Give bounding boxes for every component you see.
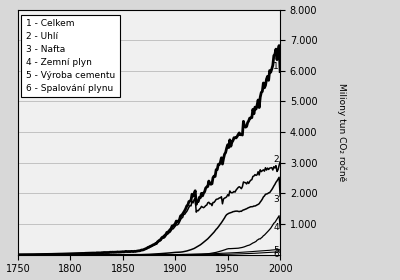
- Text: 6: 6: [273, 250, 279, 259]
- Text: 1: 1: [273, 62, 279, 71]
- Text: 2: 2: [274, 155, 279, 164]
- Text: 1 - Celkem
2 - Uhlí
3 - Nafta
4 - Zemní plyn
5 - Výroba cementu
6 - Spalování pl: 1 - Celkem 2 - Uhlí 3 - Nafta 4 - Zemní …: [26, 19, 115, 93]
- Text: 4: 4: [274, 223, 279, 232]
- Text: 5: 5: [273, 246, 279, 255]
- Y-axis label: Miliony tun CO₂ ročně: Miliony tun CO₂ ročně: [337, 83, 346, 181]
- Text: 3: 3: [273, 195, 279, 204]
